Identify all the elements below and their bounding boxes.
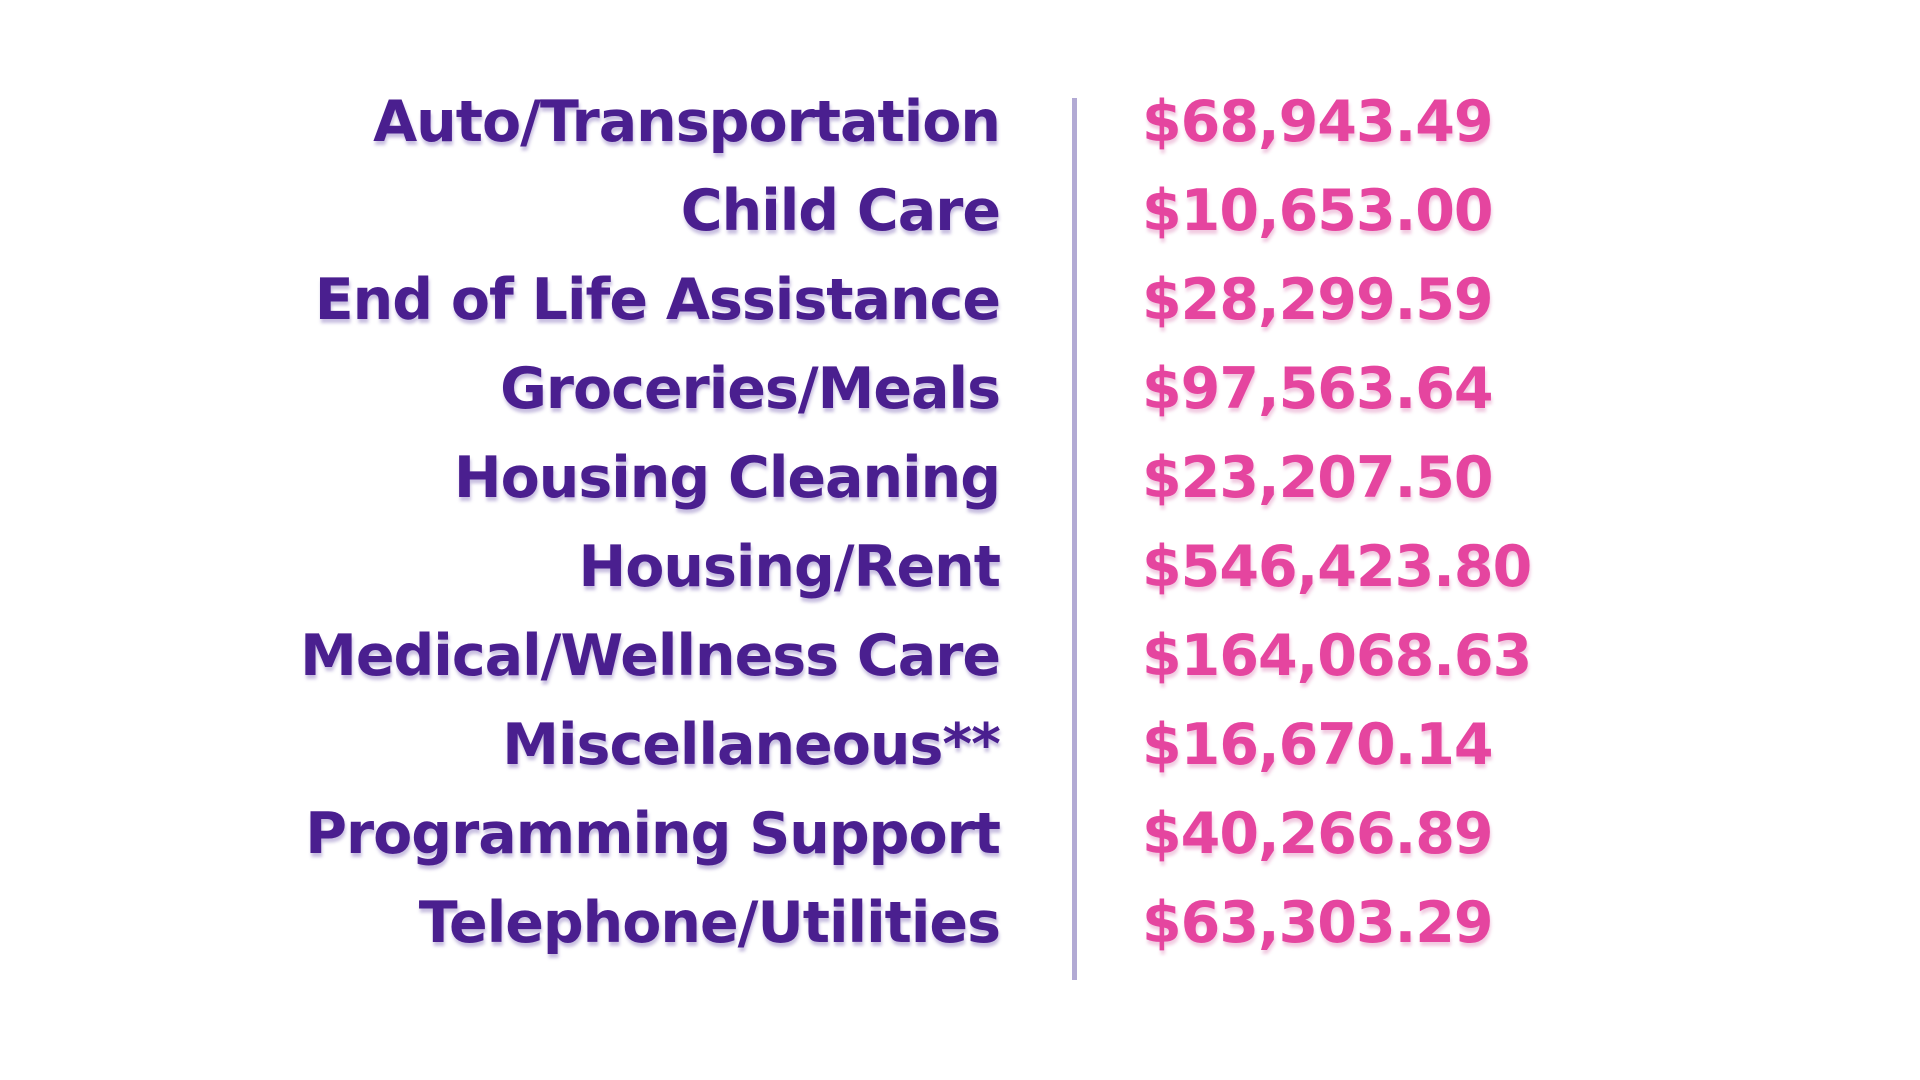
amount-value: $546,423.80	[1142, 534, 1532, 600]
table-row: Medical/Wellness Care $164,068.63	[0, 612, 1920, 701]
column-divider	[1072, 98, 1077, 980]
category-label: Auto/Transportation	[373, 89, 1001, 155]
amount-value: $10,653.00	[1142, 178, 1494, 244]
amount-value: $164,068.63	[1142, 623, 1532, 689]
table-row: Auto/Transportation $68,943.49	[0, 78, 1920, 167]
amount-value: $97,563.64	[1142, 356, 1494, 422]
expense-table: Auto/Transportation $68,943.49 Child Car…	[0, 78, 1920, 968]
amount-value: $63,303.29	[1142, 890, 1494, 956]
category-label: Groceries/Meals	[500, 356, 1001, 422]
table-row: Child Care $10,653.00	[0, 167, 1920, 256]
table-row: Housing/Rent $546,423.80	[0, 523, 1920, 612]
category-label: End of Life Assistance	[314, 267, 1001, 333]
category-label: Child Care	[680, 178, 1001, 244]
table-row: Groceries/Meals $97,563.64	[0, 345, 1920, 434]
amount-value: $23,207.50	[1142, 445, 1494, 511]
category-label: Housing/Rent	[578, 534, 1001, 600]
amount-value: $28,299.59	[1142, 267, 1494, 333]
amount-value: $40,266.89	[1142, 801, 1494, 867]
amount-value: $16,670.14	[1142, 712, 1494, 778]
table-row: Programming Support $40,266.89	[0, 790, 1920, 879]
category-label: Housing Cleaning	[453, 445, 1001, 511]
category-label: Miscellaneous**	[502, 712, 1001, 778]
category-label: Medical/Wellness Care	[300, 623, 1001, 689]
table-row: Telephone/Utilities $63,303.29	[0, 879, 1920, 968]
table-row: End of Life Assistance $28,299.59	[0, 256, 1920, 345]
category-label: Programming Support	[305, 801, 1001, 867]
category-label: Telephone/Utilities	[418, 890, 1001, 956]
table-row: Housing Cleaning $23,207.50	[0, 434, 1920, 523]
amount-value: $68,943.49	[1142, 89, 1494, 155]
table-row: Miscellaneous** $16,670.14	[0, 701, 1920, 790]
